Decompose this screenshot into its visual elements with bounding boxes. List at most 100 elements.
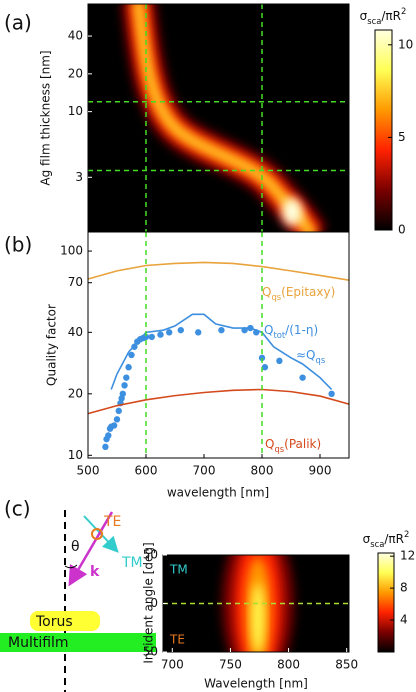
data-point [253,329,260,336]
colorbar-tick-label: 5 [398,130,406,144]
x-axis-label: wavelength [nm] [167,486,269,500]
k-label: k [90,564,100,580]
y-tick-label: 50 [143,645,158,659]
data-line [87,388,350,415]
annotation: TM [169,563,188,577]
data-point [119,390,127,398]
x-axis-label: Wavelength [nm] [204,677,308,691]
data-line [87,261,350,282]
x-tick-label: 800 [251,464,274,478]
x-tick-label: 750 [219,658,242,672]
x-tick-label: 700 [161,658,184,672]
data-point [261,364,269,371]
colorbar [374,29,393,231]
data-point [110,422,118,429]
heat-band [252,583,264,652]
y-axis-label: Quality factor [45,304,59,386]
x-tick-label: 700 [193,464,216,478]
y-axis-label: Ag film thickness [nm] [39,50,53,185]
x-tick-label: 900 [309,464,332,478]
y-tick-label: 3 [75,170,83,184]
colorbar-tick-label: 0 [398,223,406,237]
k-arrow [68,511,114,587]
te-label: TE [103,514,121,530]
x-tick-label: 850 [335,658,358,672]
y-tick-label: 100 [60,244,83,258]
y-tick-label: 70 [68,275,83,289]
x-tick-label: 800 [277,658,300,672]
label-part: /(1-η) [285,323,318,337]
series-label: Qqs(Epitaxy) [262,285,335,302]
series-label: Qtot/(1-η) [264,323,318,340]
y-tick-label: 10 [68,448,83,462]
heat-spot [282,198,302,226]
data-point [177,326,184,334]
data-point [121,382,128,389]
label-part: Q [265,437,274,451]
data-point [195,329,202,336]
label-part: Q [264,323,273,337]
panel-label: (a) [4,11,32,35]
colorbar-tick-label: 10 [398,37,413,51]
tm-label: TM [121,555,143,571]
label-part: qs [271,292,281,302]
y-tick-label: 10 [68,104,83,118]
data-point [241,326,248,334]
y-axis-label: Incident angle [deg] [142,542,156,663]
y-tick-label: 20 [68,66,83,80]
heatmap [121,4,327,232]
te-symbol [91,528,103,540]
data-point [131,343,138,350]
label-part: sca [370,539,384,549]
label-part: σ [363,532,371,546]
data-point [125,364,132,371]
y-tick-label: 50 [143,548,158,562]
data-point [258,354,266,362]
data-point [157,331,164,338]
label-part: ≈Q [296,348,316,362]
data-point [299,374,306,381]
data-point [328,390,335,398]
colorbar-tick-label: 12 [400,549,415,563]
colorbar-label: σsca/πR2 [363,529,410,549]
data-point [105,432,112,439]
torus [30,611,100,631]
annotation: TE [169,633,185,647]
label-part: 2 [401,6,406,16]
label-part: σ [360,9,368,23]
data-point [115,407,122,415]
colorbar [377,552,395,653]
data-point [123,374,130,381]
label-part: (Palik) [284,437,321,451]
label-part: sca [367,16,381,26]
label-part: 2 [404,529,409,539]
label-part: Q [262,285,271,299]
series-label: Qqs(Palik) [265,437,321,454]
data-point [276,357,283,365]
y-tick-label: 0 [150,596,158,610]
data-point [113,416,121,423]
label-part: /πR [381,9,401,23]
y-tick-label: 20 [68,386,83,400]
label-part: /πR [384,532,404,546]
theta-label: θ [71,539,80,555]
torus-label: Torus [35,614,73,630]
label-part: qs [316,355,326,365]
plot-frame [87,231,350,459]
panel-label: (c) [4,497,31,521]
y-tick-label: 40 [68,325,83,339]
x-tick-label: 500 [77,464,100,478]
colorbar-label: σsca/πR2 [360,6,407,26]
data-point [142,333,150,341]
y-tick-label: 40 [68,29,83,43]
colorbar-tick-label: 8 [400,581,408,595]
multifilm-label: Multifilm [8,635,69,651]
label-part: qs [274,444,284,454]
x-tick-label: 600 [135,464,158,478]
series-label: ≈Qqs [296,348,325,365]
data-point [218,326,225,334]
panel-label: (b) [4,233,32,257]
label-part: (Epitaxy) [281,285,335,299]
data-point [128,351,135,359]
data-point [102,443,109,451]
